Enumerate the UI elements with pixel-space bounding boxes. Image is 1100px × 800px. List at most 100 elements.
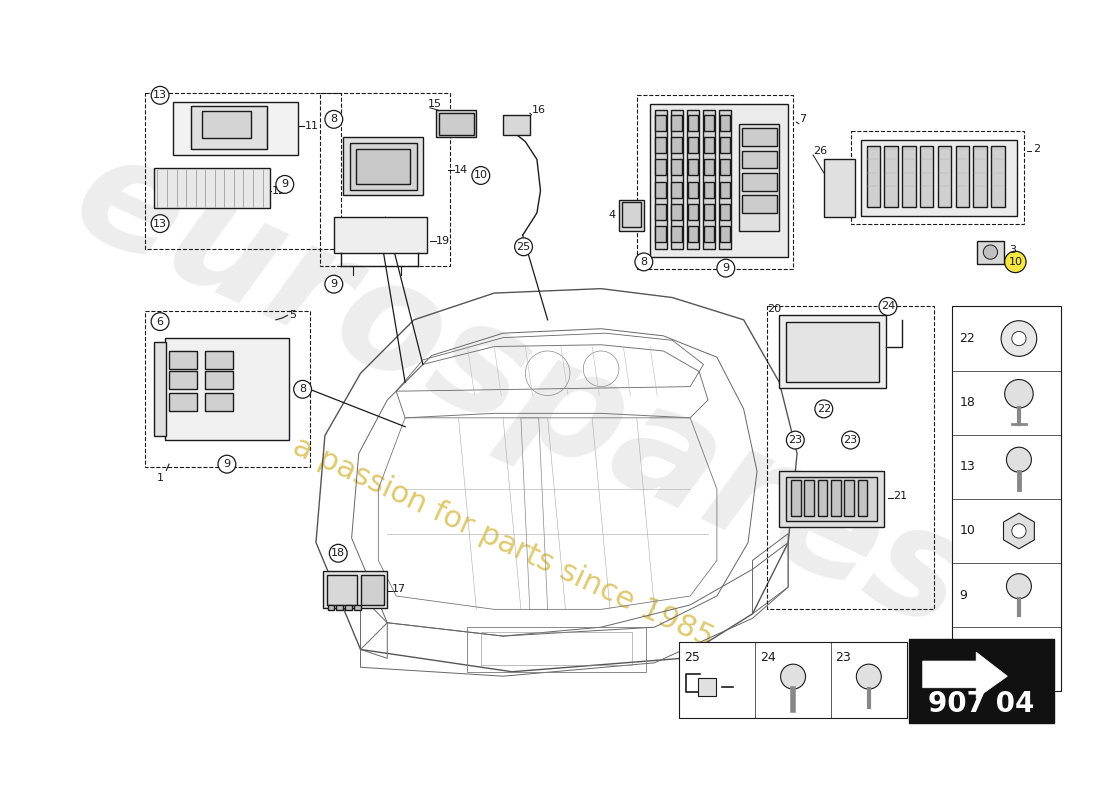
- Text: 10: 10: [959, 525, 975, 538]
- Circle shape: [324, 275, 343, 293]
- Text: 7: 7: [799, 114, 806, 124]
- Bar: [671, 137, 682, 154]
- Circle shape: [151, 313, 169, 330]
- Bar: [704, 137, 714, 154]
- Bar: [345, 605, 352, 610]
- Bar: [910, 638, 1054, 723]
- Bar: [956, 146, 969, 206]
- Bar: [191, 106, 267, 149]
- Text: 13: 13: [153, 90, 167, 100]
- Circle shape: [294, 380, 311, 398]
- Bar: [704, 226, 714, 242]
- Text: 1: 1: [156, 473, 164, 482]
- Text: 23: 23: [835, 651, 851, 664]
- Bar: [991, 146, 1004, 206]
- Bar: [619, 199, 644, 230]
- Bar: [741, 173, 777, 190]
- Bar: [719, 115, 730, 131]
- Text: 20: 20: [767, 304, 781, 314]
- Bar: [320, 93, 450, 266]
- Text: 22: 22: [959, 332, 975, 345]
- Text: 8: 8: [330, 114, 338, 124]
- Bar: [938, 146, 952, 206]
- Bar: [350, 143, 417, 190]
- Circle shape: [983, 245, 998, 259]
- Text: 26: 26: [813, 146, 827, 155]
- Text: eurospares: eurospares: [52, 119, 990, 662]
- Bar: [977, 242, 1004, 264]
- Text: 5: 5: [289, 310, 296, 320]
- Polygon shape: [1005, 643, 1033, 675]
- Bar: [704, 159, 714, 175]
- Circle shape: [515, 238, 532, 256]
- Circle shape: [781, 664, 805, 689]
- Bar: [845, 480, 854, 516]
- Text: 9: 9: [330, 279, 338, 289]
- Bar: [337, 605, 343, 610]
- Bar: [739, 124, 779, 230]
- Circle shape: [1006, 574, 1032, 598]
- Bar: [786, 477, 878, 521]
- Bar: [704, 115, 714, 131]
- Bar: [920, 146, 934, 206]
- Bar: [356, 149, 409, 184]
- Bar: [503, 115, 530, 134]
- Bar: [719, 137, 730, 154]
- Text: 23: 23: [789, 435, 802, 445]
- Bar: [468, 627, 646, 672]
- Bar: [656, 159, 667, 175]
- Text: 10: 10: [1009, 257, 1022, 267]
- Bar: [719, 226, 730, 242]
- Bar: [688, 137, 698, 154]
- Bar: [169, 393, 198, 410]
- Text: 2: 2: [1033, 144, 1041, 154]
- Circle shape: [329, 544, 348, 562]
- Text: 9: 9: [959, 589, 967, 602]
- Circle shape: [815, 400, 833, 418]
- Bar: [718, 110, 732, 249]
- Bar: [741, 195, 777, 213]
- Bar: [169, 371, 198, 390]
- Bar: [637, 95, 793, 269]
- Bar: [817, 480, 827, 516]
- Text: 16: 16: [531, 106, 546, 115]
- Text: 9: 9: [282, 179, 288, 190]
- Bar: [741, 128, 777, 146]
- Bar: [688, 226, 698, 242]
- Text: 8: 8: [959, 653, 967, 666]
- Bar: [354, 605, 361, 610]
- Text: 21: 21: [893, 491, 907, 502]
- Circle shape: [218, 455, 235, 473]
- Circle shape: [856, 664, 881, 689]
- Circle shape: [879, 298, 896, 315]
- Bar: [671, 226, 682, 242]
- Bar: [974, 146, 987, 206]
- Bar: [327, 574, 358, 605]
- Bar: [671, 182, 682, 198]
- Bar: [791, 480, 801, 516]
- Bar: [154, 168, 270, 209]
- Circle shape: [1004, 251, 1026, 273]
- Bar: [688, 115, 698, 131]
- Bar: [779, 471, 884, 526]
- Bar: [686, 110, 700, 249]
- Bar: [688, 182, 698, 198]
- Text: a passion for parts since 1985: a passion for parts since 1985: [288, 432, 718, 653]
- Circle shape: [717, 259, 735, 277]
- Bar: [953, 306, 1060, 691]
- Bar: [145, 311, 310, 467]
- Bar: [704, 182, 714, 198]
- Text: 22: 22: [816, 404, 831, 414]
- Bar: [680, 642, 906, 718]
- Bar: [154, 342, 166, 436]
- Bar: [323, 571, 387, 609]
- Bar: [902, 146, 915, 206]
- Bar: [786, 322, 879, 382]
- Bar: [719, 204, 730, 220]
- Bar: [703, 110, 715, 249]
- Bar: [671, 159, 682, 175]
- Bar: [145, 93, 341, 249]
- Text: 25: 25: [517, 242, 530, 252]
- Circle shape: [1013, 653, 1025, 666]
- Text: 12: 12: [272, 186, 286, 196]
